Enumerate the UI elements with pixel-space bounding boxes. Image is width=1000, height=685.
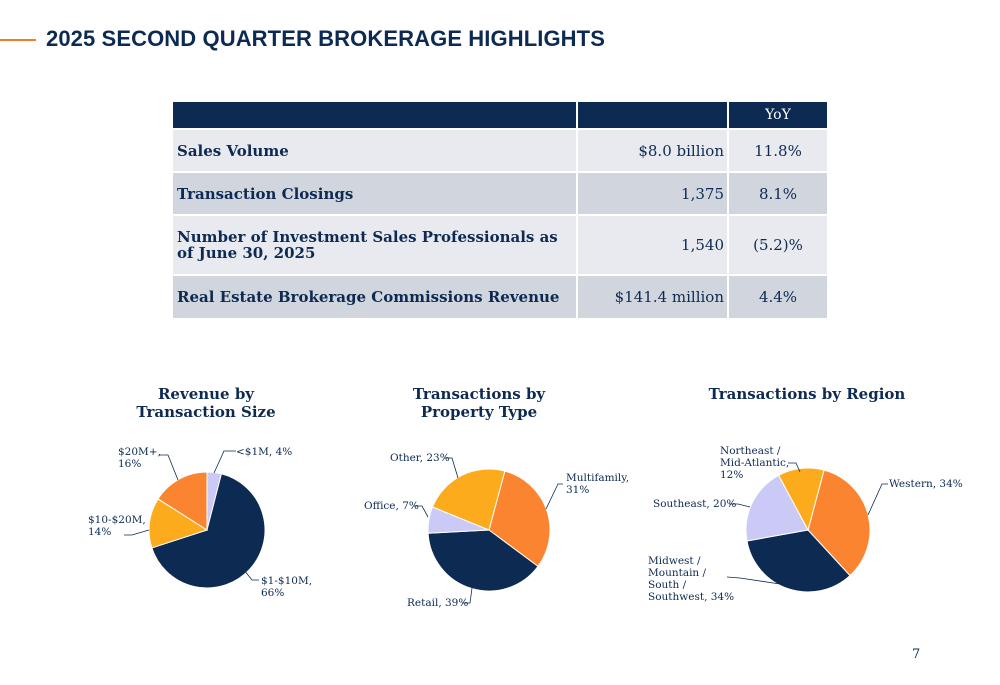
slice-label: Office, 7% [364,500,419,512]
leader-line [414,505,429,518]
table-row: Number of Investment Sales Professionals… [173,214,827,275]
leader-line [462,587,473,604]
column-header-yoy: YoY [728,102,827,129]
chart-title-property-type: Transactions by Property Type [412,385,546,421]
slice-label: Retail, 39% [407,597,468,609]
pie-slice [157,471,208,531]
table-header-row: YoY [173,102,827,129]
leader-line [545,483,563,510]
highlights-table: YoY Sales Volume $8.0 billion 11.8% Tran… [173,102,827,318]
metric-value: 1,540 [577,214,729,275]
column-header-value [577,102,729,129]
metric-label: Real Estate Brokerage Commissions Revenu… [173,274,578,318]
title-accent-line [0,39,36,41]
leader-line [867,483,888,516]
slice-label: Northeast / Mid-Atlantic, 12% [720,445,789,481]
slice-label: $20M+, 16% [118,446,161,470]
table-row: Transaction Closings 1,375 8.1% [173,171,827,215]
metric-value: $141.4 million [577,274,729,318]
slice-label: Other, 23% [390,452,450,464]
metric-yoy: 11.8% [728,128,827,172]
metric-yoy: 8.1% [728,171,827,215]
slice-label: $10-$20M, 14% [88,514,146,538]
metric-value: $8.0 billion [577,128,729,172]
pie-slice [745,474,809,542]
metric-value: 1,375 [577,171,729,215]
pie-slice [778,467,825,532]
slice-label: Multifamily, 31% [566,472,629,496]
pie-slice [746,529,851,593]
leader-line [729,503,751,508]
metric-yoy: 4.4% [728,274,827,318]
metric-label: Number of Investment Sales Professionals… [173,214,578,275]
slice-label: $1-$10M, 66% [261,575,312,599]
chart-title-region: Transactions by Region [708,385,906,403]
pie-slice [427,529,539,592]
leader-line [124,529,150,536]
table-row: Sales Volume $8.0 billion 11.8% [173,128,827,172]
metric-label: Sales Volume [173,128,578,172]
slice-label: Midwest / Mountain / South / Southwest, 34% [648,555,734,603]
pie-slice [488,470,551,568]
leader-line [243,569,259,581]
pie-slice [807,469,871,577]
pie-slice [148,498,209,549]
leader-line [213,450,236,474]
slice-label: <$1M, 4% [236,446,292,458]
leader-line [444,457,459,479]
leader-line [788,462,801,473]
pie-slice [151,473,266,589]
page-number: 7 [912,647,921,662]
leader-line [159,454,179,481]
slice-label: Southeast, 20% [653,498,736,510]
metric-label: Transaction Closings [173,171,578,215]
metric-yoy: (5.2)% [728,214,827,275]
page-title: 2025 SECOND QUARTER BROKERAGE HIGHLIGHTS [46,26,605,51]
leader-line [726,576,781,585]
chart-title-transaction-size: Revenue by Transaction Size [136,385,276,421]
table-row: Real Estate Brokerage Commissions Revenu… [173,274,827,318]
pie-slice [431,468,506,531]
slice-label: Western, 34% [889,478,963,490]
column-header-metric [173,102,578,129]
